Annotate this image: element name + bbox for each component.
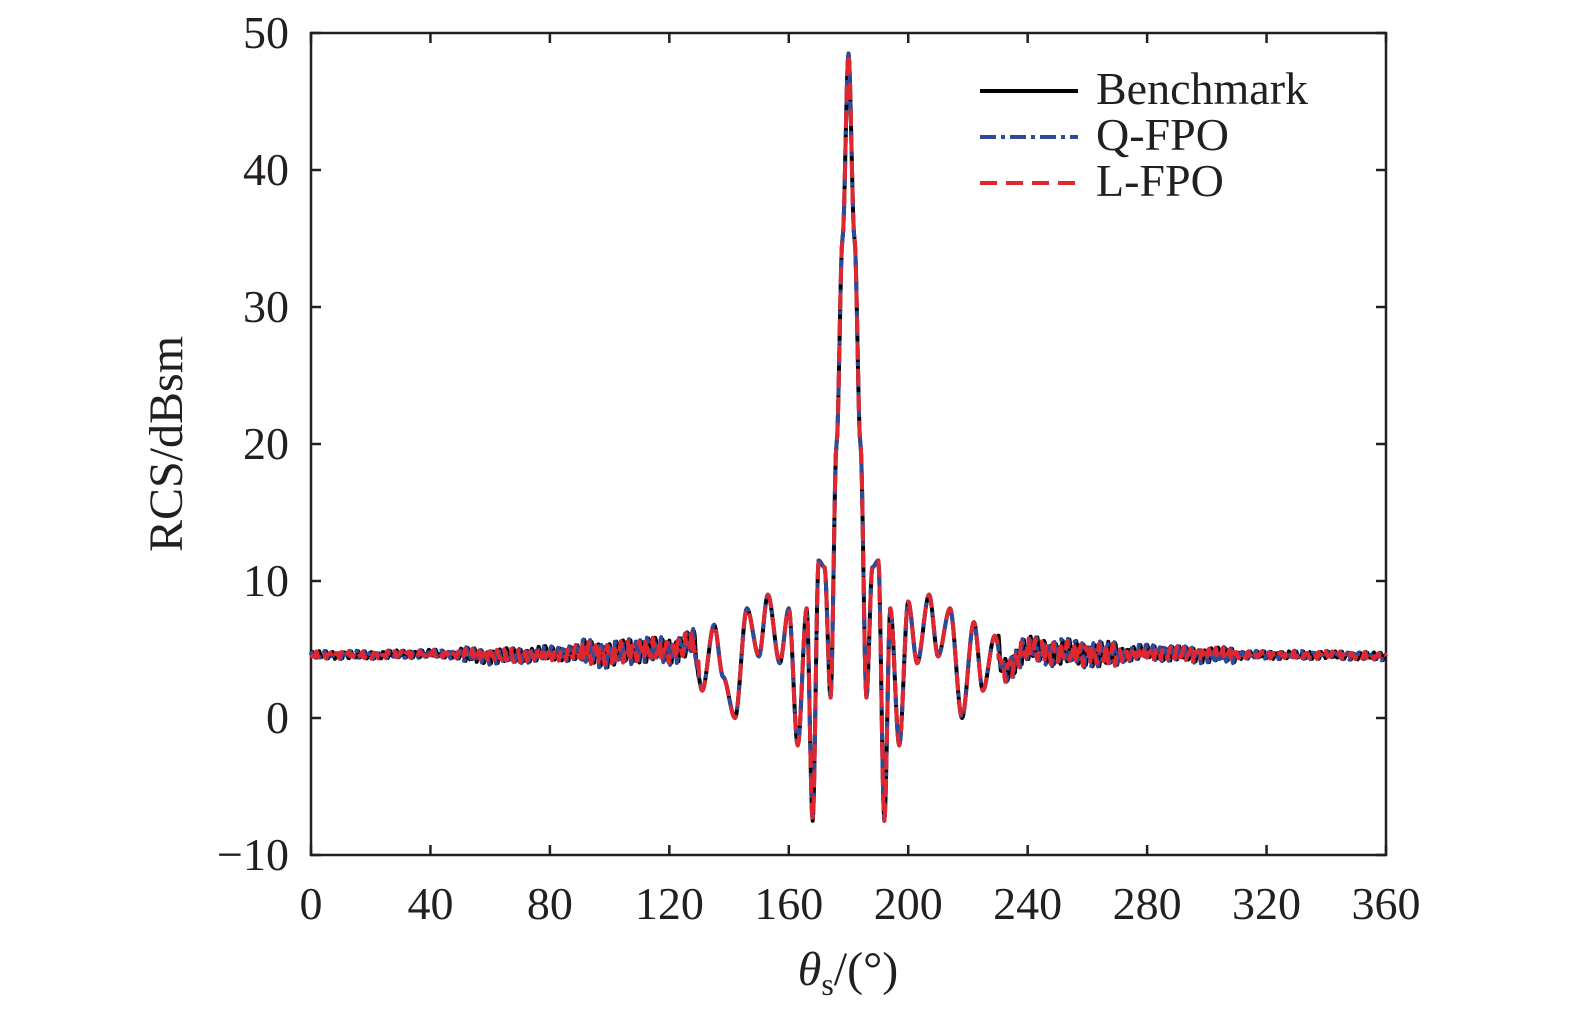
legend-label-l-fpo: L-FPO <box>1096 155 1224 206</box>
x-tick-label: 120 <box>635 878 704 929</box>
x-axis-label-subscript: s <box>821 966 833 1002</box>
y-tick-label: 40 <box>243 144 289 195</box>
x-tick-label: 280 <box>1113 878 1182 929</box>
x-tick-label: 40 <box>407 878 453 929</box>
legend-label-q-fpo: Q-FPO <box>1096 109 1229 160</box>
x-axis-label-theta: θ <box>798 943 822 996</box>
x-axis-label: θs/(°) <box>798 943 899 1002</box>
series-lines <box>309 51 1388 823</box>
y-tick-label: 50 <box>243 7 289 58</box>
legend: Benchmark Q-FPO L-FPO <box>980 63 1308 206</box>
x-tick-label: 240 <box>993 878 1062 929</box>
x-tick-label: 360 <box>1352 878 1421 929</box>
y-tick-label: −10 <box>217 829 289 880</box>
series-line-benchmark <box>309 51 1388 823</box>
x-tick-label: 200 <box>874 878 943 929</box>
x-tick-label: 0 <box>300 878 323 929</box>
x-tick-label: 160 <box>754 878 823 929</box>
series-line-l-fpo <box>309 51 1388 823</box>
y-axis-ticks: −10 0 10 20 30 40 50 <box>217 7 1386 880</box>
series-line-q-fpo <box>309 51 1388 823</box>
y-tick-label: 30 <box>243 281 289 332</box>
y-axis-label: RCS/dBsm <box>140 336 193 552</box>
x-tick-label: 320 <box>1232 878 1301 929</box>
y-tick-label: 20 <box>243 418 289 469</box>
x-axis-ticks: 0 40 80 120 160 200 240 280 320 360 <box>300 33 1421 929</box>
y-tick-label: 10 <box>243 555 289 606</box>
x-axis-label-unit: /(°) <box>834 943 899 996</box>
y-tick-label: 0 <box>266 692 289 743</box>
legend-label-benchmark: Benchmark <box>1096 63 1308 114</box>
x-tick-label: 80 <box>527 878 573 929</box>
